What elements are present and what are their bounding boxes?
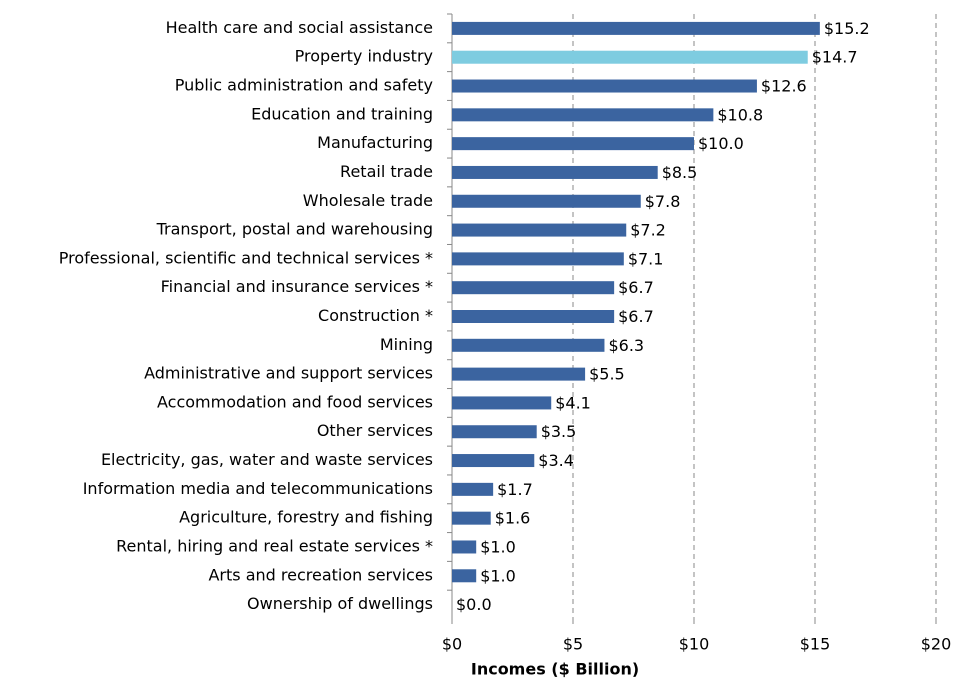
y-tick-label: Public administration and safety: [175, 76, 433, 95]
value-label: $7.2: [630, 221, 666, 240]
y-tick-label: Professional, scientific and technical s…: [59, 248, 433, 267]
y-tick-label: Mining: [380, 335, 433, 354]
bar: [452, 540, 477, 554]
x-axis-label: Incomes ($ Billion): [471, 660, 639, 679]
y-tick-label: Other services: [317, 421, 433, 440]
y-tick-label: Accommodation and food services: [157, 392, 433, 411]
y-tick-label: Transport, postal and warehousing: [156, 220, 433, 239]
bar: [452, 50, 808, 64]
y-tick-label: Administrative and support services: [144, 364, 433, 383]
y-tick-label: Agriculture, forestry and fishing: [179, 508, 433, 527]
bar: [452, 482, 494, 496]
y-tick-label: Electricity, gas, water and waste servic…: [101, 450, 433, 469]
bar: [452, 108, 714, 122]
y-tick-label: Construction *: [318, 306, 433, 325]
y-tick-label: Arts and recreation services: [208, 565, 433, 584]
value-label: $1.6: [495, 509, 531, 528]
y-tick-label: Health care and social assistance: [166, 18, 433, 37]
value-label: $8.5: [662, 163, 698, 182]
value-label: $6.7: [618, 278, 654, 297]
bar: [452, 21, 820, 35]
x-tick-label: $20: [921, 635, 952, 654]
y-tick-label: Retail trade: [340, 162, 433, 181]
bar: [452, 223, 627, 237]
bar: [452, 454, 535, 468]
y-tick-label: Manufacturing: [317, 133, 433, 152]
x-tick-label: $0: [442, 635, 462, 654]
value-label: $15.2: [824, 19, 870, 38]
y-tick-label: Education and training: [251, 104, 433, 123]
value-label: $0.0: [456, 595, 492, 614]
y-tick-label: Financial and insurance services *: [161, 277, 433, 296]
value-label: $1.0: [480, 566, 516, 585]
x-tick-label: $10: [679, 635, 710, 654]
bar: [452, 338, 605, 352]
y-tick-label: Rental, hiring and real estate services …: [116, 536, 433, 555]
y-tick-label: Ownership of dwellings: [247, 594, 433, 613]
bar: [452, 310, 615, 323]
y-tick-label: Property industry: [295, 47, 433, 66]
bar: [452, 252, 624, 266]
value-label: $14.7: [812, 48, 858, 67]
value-label: $3.5: [541, 422, 577, 441]
value-label: $7.8: [645, 192, 681, 211]
bar: [452, 194, 641, 208]
x-tick-label: $5: [563, 635, 583, 654]
value-label: $12.6: [761, 77, 807, 96]
bar: [452, 281, 615, 295]
value-label: $5.5: [589, 365, 625, 384]
value-label: $1.7: [497, 480, 533, 499]
value-label: $7.1: [628, 249, 664, 268]
value-label: $3.4: [538, 451, 574, 470]
bar: [452, 396, 552, 410]
value-label: $10.0: [698, 134, 744, 153]
value-label: $4.1: [555, 393, 591, 412]
value-label: $1.0: [480, 537, 516, 556]
bar: [452, 79, 757, 93]
value-label: $10.8: [717, 105, 763, 124]
bar: [452, 511, 491, 525]
bar: [452, 425, 537, 439]
bar: [452, 137, 694, 151]
bar: [452, 165, 658, 179]
value-label: $6.3: [608, 336, 644, 355]
bar: [452, 569, 477, 583]
x-tick-label: $15: [800, 635, 831, 654]
bar: [452, 367, 586, 381]
value-label: $6.7: [618, 307, 654, 326]
y-tick-label: Information media and telecommunications: [83, 479, 433, 498]
y-tick-label: Wholesale trade: [303, 191, 433, 210]
